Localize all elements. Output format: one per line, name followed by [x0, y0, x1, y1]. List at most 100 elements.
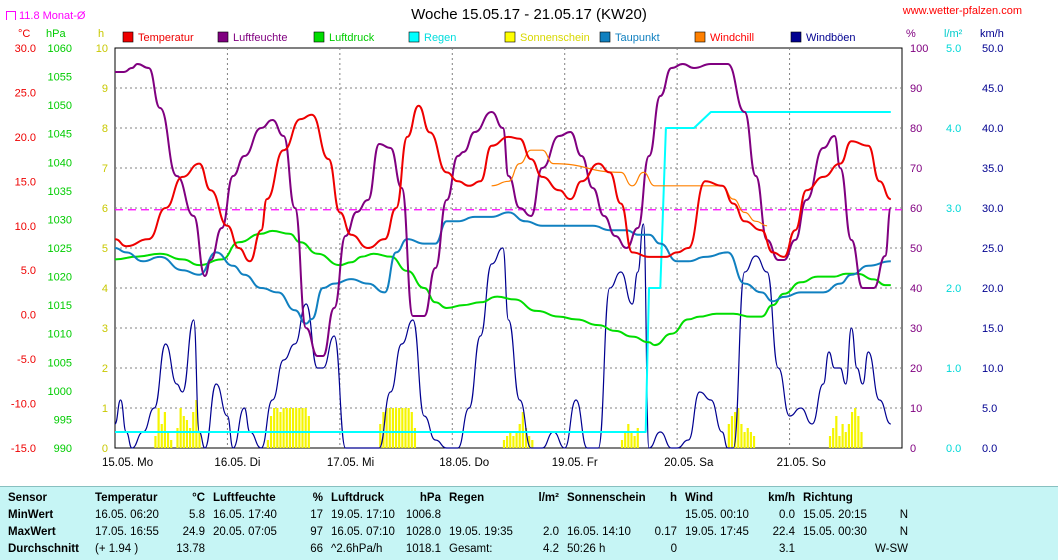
- table-value: 1028.0: [405, 526, 441, 538]
- series-taupunkt-line: [114, 211, 891, 325]
- table-column: Sonnenschein h 16.05. 14:10 0.17 50:26 h 0: [567, 490, 677, 558]
- sunshine-bar: [179, 408, 182, 448]
- sun-axis-tick: 8: [102, 123, 108, 135]
- table-cell: MinWert: [8, 509, 54, 521]
- sunshine-bar: [404, 408, 407, 448]
- monthly-average-label: 11.8 Monat-Ø: [6, 10, 85, 22]
- sunshine-bar: [528, 436, 531, 448]
- pressure-axis-tick: 1015: [48, 300, 72, 312]
- table-header-unit: %: [312, 492, 323, 504]
- sunshine-bar: [743, 432, 746, 448]
- sun-axis-tick: 4: [102, 283, 108, 295]
- sun-axis-tick: 9: [102, 83, 108, 95]
- legend-label: Windböen: [806, 32, 856, 44]
- sunshine-bar: [295, 408, 298, 448]
- table-value: 24.9: [182, 526, 205, 538]
- sunshine-bar: [176, 428, 179, 448]
- x-tick-label: 21.05. So: [777, 457, 826, 469]
- wind-axis-tick: 40.0: [982, 123, 1003, 135]
- legend-swatch: [122, 31, 134, 43]
- sunshine-bar: [170, 440, 173, 448]
- wind-axis-tick: 5.0: [982, 403, 997, 415]
- table-row: [449, 507, 559, 524]
- site-link[interactable]: www.wetter-pfalzen.com: [902, 5, 1022, 17]
- humidity-axis-tick: 60: [910, 203, 922, 215]
- wind-axis-tick: 30.0: [982, 203, 1003, 215]
- sunshine-bar: [854, 408, 857, 448]
- sun-axis-tick: 1: [102, 403, 108, 415]
- rain-axis-tick: 4.0: [946, 123, 961, 135]
- table-cell: Gesamt:: [449, 543, 493, 555]
- pressure-axis-tick: 990: [54, 443, 72, 455]
- sunshine-bar: [304, 408, 307, 448]
- table-header-label: Sonnenschein: [567, 492, 646, 504]
- sunshine-bar: [509, 432, 512, 448]
- table-value: 13.78: [176, 543, 205, 555]
- table-header-label: Regen: [449, 492, 485, 504]
- table-value: N: [899, 509, 908, 521]
- rain-axis-tick: 0.0: [946, 443, 961, 455]
- sun-axis-tick: 2: [102, 363, 108, 375]
- pressure-axis-tick: 1000: [48, 386, 72, 398]
- x-tick-label: 19.05. Fr: [552, 457, 598, 469]
- sunshine-bar: [620, 440, 624, 448]
- sunshine-bar: [198, 432, 201, 448]
- sunshine-bar: [740, 424, 743, 448]
- sunshine-bar: [166, 432, 170, 448]
- sunshine-bar: [401, 408, 404, 448]
- x-tick-label: 18.05. Do: [439, 457, 489, 469]
- series-regen-line: [115, 111, 891, 433]
- sunshine-bar: [413, 428, 417, 448]
- table-header-label: Sensor: [8, 492, 47, 504]
- table-row: [567, 507, 677, 524]
- table-value: 22.4: [772, 526, 795, 538]
- table-header-label: Richtung: [803, 492, 853, 504]
- pressure-axis-tick: 1040: [48, 157, 72, 169]
- sunshine-bar: [749, 432, 752, 448]
- table-value: 1018.1: [405, 543, 441, 555]
- temp-axis-tick: 30.0: [15, 43, 36, 55]
- sunshine-bar: [188, 428, 192, 448]
- wind-axis-tick: 0.0: [982, 443, 997, 455]
- table-row: 16.05. 14:10 0.17: [567, 524, 677, 541]
- wind-axis-tick: 15.0: [982, 323, 1003, 335]
- table-header: Regen l/m²: [449, 490, 559, 507]
- sun-axis-tick: 0: [102, 443, 108, 455]
- humidity-axis-tick: 100: [910, 43, 928, 55]
- sunshine-bar: [394, 408, 398, 448]
- x-tick-label: 16.05. Di: [214, 457, 260, 469]
- table-row: W-SW: [803, 541, 908, 558]
- temp-axis-tick: -15.0: [11, 443, 36, 455]
- sunshine-bar: [727, 424, 730, 448]
- sunshine-bar: [410, 412, 413, 448]
- sunshine-bar: [266, 440, 269, 448]
- humidity-axis-tick: 0: [910, 443, 916, 455]
- table-header: Sensor: [8, 490, 88, 507]
- sunshine-bar: [192, 412, 195, 448]
- legend-swatch: [408, 31, 420, 43]
- sunshine-bar: [633, 436, 636, 448]
- sunshine-bar: [624, 432, 627, 448]
- table-row: 16.05. 17:40 17: [213, 507, 323, 524]
- legend-label: Windchill: [710, 32, 754, 44]
- sun-axis-tick: 5: [102, 243, 108, 255]
- sunshine-bar: [298, 408, 301, 448]
- table-cell: 16.05. 06:20: [95, 509, 159, 521]
- table-header: Luftfeuchte%: [213, 490, 323, 507]
- table-row: 50:26 h 0: [567, 541, 677, 558]
- rain-axis-tick: 5.0: [946, 43, 961, 55]
- sunshine-bar: [850, 412, 854, 448]
- weather-chart: 30.025.020.015.010.05.00.0-5.0-10.0-15.0…: [11, 28, 1004, 469]
- wind-axis-tick: 10.0: [982, 363, 1003, 375]
- sun-axis-tick: 6: [102, 203, 108, 215]
- pressure-axis-tick: 1060: [48, 43, 72, 55]
- humidity-axis-tick: 70: [910, 163, 922, 175]
- sunshine-bar: [388, 408, 391, 448]
- table-cell: 19.05. 19:35: [449, 526, 513, 538]
- rain-axis-tick: 3.0: [946, 203, 961, 215]
- series-windboeen-line: [114, 223, 892, 449]
- series-temperatur-line: [114, 104, 892, 263]
- temp-axis-tick: 20.0: [15, 132, 36, 144]
- table-cell: 15.05. 20:15: [803, 509, 867, 521]
- pressure-axis-tick: 1025: [48, 243, 72, 255]
